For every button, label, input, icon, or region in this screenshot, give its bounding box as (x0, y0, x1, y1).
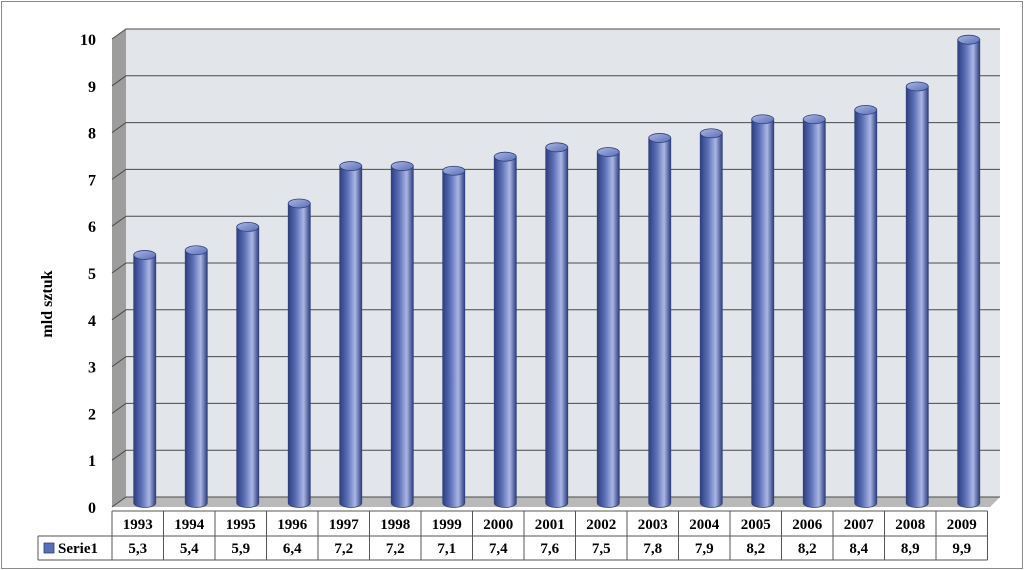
bars-layer (133, 34, 981, 508)
x-tick-label: 2006 (792, 517, 823, 533)
bar-2009 (957, 34, 981, 508)
data-label: 7,5 (592, 541, 611, 557)
data-label: 8,2 (746, 541, 765, 557)
x-tick-label: 2003 (638, 517, 668, 533)
y-tick-label: 2 (88, 406, 96, 423)
y-tick-label: 0 (88, 500, 96, 517)
data-label: 8,4 (849, 541, 868, 557)
data-label: 6,4 (283, 541, 302, 557)
bar-1996 (287, 198, 311, 508)
x-tick-label: 1996 (277, 517, 308, 533)
data-label: 8,9 (901, 541, 920, 557)
data-label: 9,9 (952, 541, 971, 557)
y-tick-label: 9 (88, 79, 96, 96)
data-label: 5,3 (128, 541, 147, 557)
y-tick-label: 7 (88, 172, 96, 189)
gridline (111, 75, 1000, 87)
x-tick-label: 1999 (432, 517, 462, 533)
bar-2003 (648, 133, 672, 508)
y-tick-label: 6 (88, 219, 96, 236)
bar-2002 (596, 147, 620, 508)
bar-2004 (699, 128, 723, 508)
y-tick-label: 5 (88, 266, 96, 283)
data-label: 5,4 (180, 541, 199, 557)
x-tick-label: 2004 (689, 517, 720, 533)
data-label: 7,4 (489, 541, 508, 557)
bar-1999 (442, 165, 466, 508)
bar-2005 (751, 114, 775, 508)
x-tick-label: 2002 (586, 517, 616, 533)
bar-2008 (905, 81, 929, 508)
y-tick-label: 1 (88, 453, 96, 470)
y-axis-label: mld sztuk (39, 270, 56, 337)
data-label: 7,2 (386, 541, 405, 557)
x-tick-label: 1994 (174, 517, 205, 533)
y-tick-label: 10 (80, 32, 96, 49)
x-tick-label: 1993 (123, 517, 153, 533)
x-tick-label: 2008 (895, 517, 925, 533)
y-tick-label: 4 (88, 313, 96, 330)
data-table: Serie1 1993 5,3 1994 5,4 1995 5,9 1996 6,4 1997 7,… (37, 510, 988, 561)
x-tick-label: 1997 (329, 517, 360, 533)
data-label: 7,9 (695, 541, 714, 557)
x-tick-label: 2005 (741, 517, 771, 533)
bar-2001 (545, 142, 569, 508)
bar-1995 (236, 221, 260, 508)
data-label: 7,1 (437, 541, 456, 557)
bar-2007 (854, 104, 878, 508)
bar-1993 (133, 250, 157, 508)
x-tick-label: 2000 (483, 517, 513, 533)
bar-1998 (390, 161, 414, 508)
x-tick-label: 2001 (535, 517, 565, 533)
data-label: 7,6 (540, 541, 559, 557)
x-tick-label: 2007 (844, 517, 875, 533)
gridline (111, 122, 1000, 134)
data-label: 5,9 (231, 541, 250, 557)
legend-swatch (43, 542, 55, 554)
data-label: 7,8 (643, 541, 662, 557)
x-tick-label: 2009 (947, 517, 977, 533)
bar-2006 (802, 114, 826, 508)
x-tick-label: 1995 (226, 517, 256, 533)
gridline (111, 28, 1000, 40)
bar-2000 (493, 151, 517, 508)
legend-series-name: Serie1 (58, 541, 98, 557)
y-axis-ticks: 0 1 2 3 4 5 6 7 8 9 10 (80, 32, 96, 517)
data-label: 7,2 (334, 541, 353, 557)
x-tick-label: 1998 (380, 517, 410, 533)
y-tick-label: 8 (88, 126, 96, 143)
data-label: 8,2 (798, 541, 817, 557)
y-tick-label: 3 (88, 360, 96, 377)
bar-1997 (339, 161, 363, 508)
bar-1994 (184, 245, 208, 508)
